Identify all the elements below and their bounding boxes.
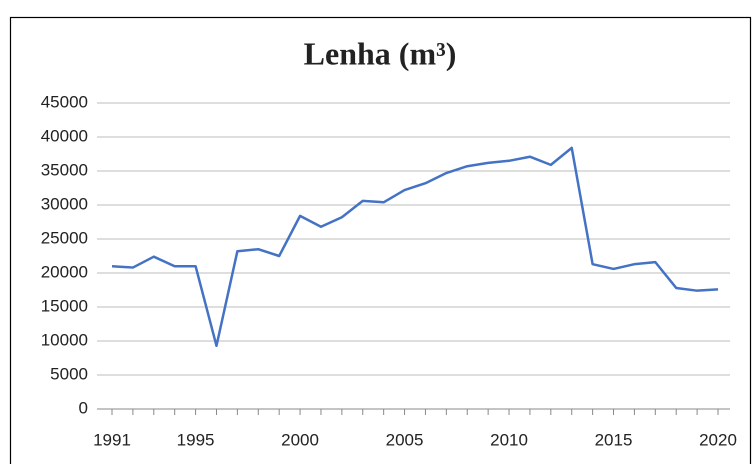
chart-frame — [9, 16, 752, 469]
y-tick-label: 45000 — [41, 92, 88, 111]
x-tick-label: 2000 — [281, 430, 319, 449]
x-tick-label: 2015 — [595, 430, 633, 449]
data-line — [111, 146, 719, 348]
y-tick-label: 15000 — [41, 296, 88, 315]
x-tick-label: 1991 — [93, 430, 131, 449]
x-tick-label: 2005 — [386, 430, 424, 449]
y-tick-label: 10000 — [41, 330, 88, 349]
x-tick-label: 2020 — [699, 430, 737, 449]
x-tick-label: 2010 — [490, 430, 528, 449]
x-tick-label: 1995 — [177, 430, 215, 449]
y-tick-label: 0 — [79, 398, 88, 417]
y-tick-label: 20000 — [41, 262, 88, 281]
y-tick-label: 30000 — [41, 194, 88, 213]
y-tick-label: 35000 — [41, 160, 88, 179]
y-tick-label: 25000 — [41, 228, 88, 247]
chart-title: Lenha (m³) — [304, 35, 457, 71]
y-tick-label: 5000 — [50, 364, 88, 383]
y-tick-label: 40000 — [41, 126, 88, 145]
